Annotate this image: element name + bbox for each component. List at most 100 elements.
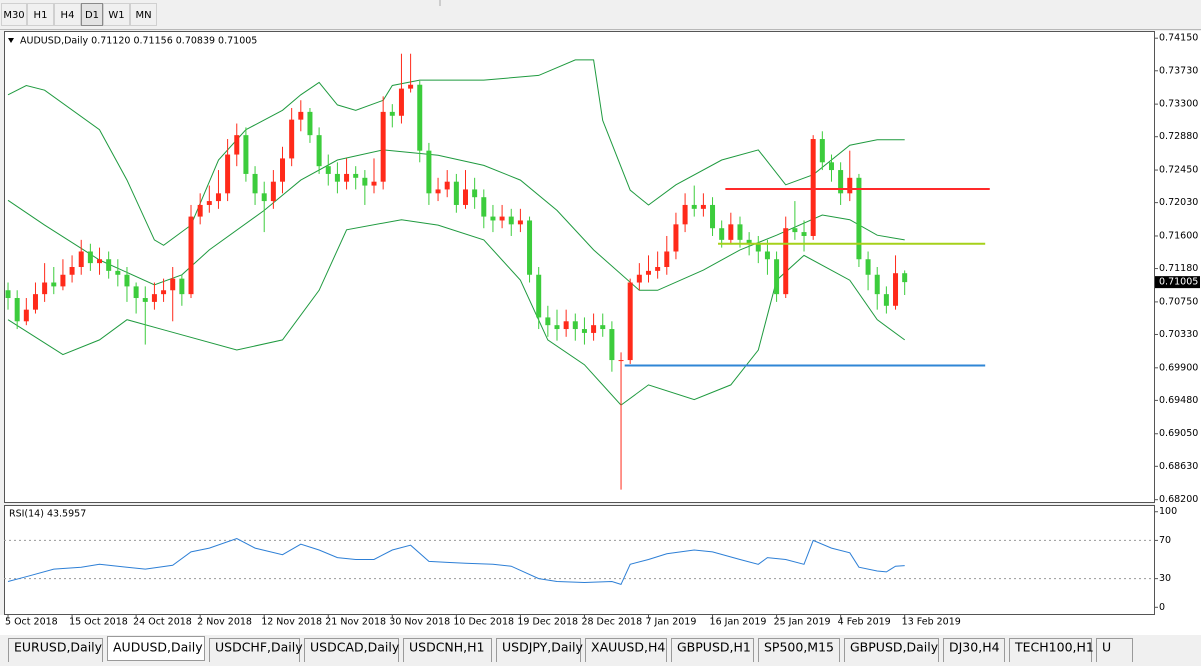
candle-body <box>161 290 167 295</box>
tab-label[interactable]: USDJPY,Daily <box>502 640 583 655</box>
y-tick-label: 0.74150 <box>1159 33 1198 44</box>
candle-body <box>142 298 148 302</box>
y-tick-label: 0.70750 <box>1159 296 1198 307</box>
x-tick-label: 10 Dec 2018 <box>453 617 514 628</box>
candle-body <box>261 193 267 202</box>
candle-body <box>883 294 889 306</box>
tab[interactable] <box>671 638 754 663</box>
tab-label[interactable]: SP500,M15 <box>764 640 834 655</box>
timeframe-button[interactable] <box>1 3 27 26</box>
tab-label[interactable]: DJ30,H4 <box>949 640 1000 655</box>
tab[interactable] <box>209 638 300 663</box>
x-tick-label: 12 Nov 2018 <box>261 617 322 628</box>
candle-body <box>270 181 276 202</box>
last-price-box <box>1155 276 1200 289</box>
indicator-title: RSI(14) 43.5957 <box>9 509 86 520</box>
tab[interactable] <box>943 638 1005 663</box>
x-tick-label: 7 Jan 2019 <box>645 617 696 628</box>
timeframe-button[interactable] <box>54 3 81 26</box>
price-panel <box>4 31 1155 503</box>
candle-body <box>133 286 139 299</box>
tab-label[interactable]: U <box>1102 640 1111 655</box>
candle-body <box>371 181 377 186</box>
candle-body <box>307 111 313 136</box>
tab-label[interactable]: AUDUSD,Daily <box>113 640 203 655</box>
tab-label[interactable]: XAUUSD,H4 <box>591 640 665 655</box>
candle-body <box>700 204 706 209</box>
candle-body <box>710 204 716 229</box>
y-tick-label: 0.73300 <box>1159 99 1198 110</box>
chart-title: AUDUSD,Daily 0.71120 0.71156 0.70839 0.7… <box>20 36 257 47</box>
candle-body <box>243 135 249 174</box>
tab[interactable] <box>758 638 840 663</box>
timeframe-label[interactable]: M30 <box>3 10 24 21</box>
tab[interactable] <box>844 638 939 663</box>
tab-label[interactable]: EURUSD,Daily <box>14 640 103 655</box>
candle-body <box>847 177 853 194</box>
tab-label[interactable]: GBPUSD,Daily <box>850 640 939 655</box>
tab[interactable] <box>8 638 103 663</box>
timeframe-button[interactable] <box>81 3 103 26</box>
candle-body <box>426 150 432 194</box>
tab[interactable] <box>1009 638 1092 663</box>
tab-label[interactable]: USDCHF,Daily <box>215 640 303 655</box>
y-tick-label: 70 <box>1159 535 1171 546</box>
candle-body <box>728 224 734 240</box>
candle-body <box>618 360 624 362</box>
tab-label[interactable]: TECH100,H1 <box>1014 640 1094 655</box>
y-tick-label: 0.71600 <box>1159 230 1198 241</box>
candle-body <box>417 84 423 151</box>
timeframe-label[interactable]: W1 <box>108 10 124 21</box>
candle-body <box>408 84 414 89</box>
y-tick-label: 0.69480 <box>1159 395 1198 406</box>
y-tick-label: 0.72450 <box>1159 165 1198 176</box>
candle-body <box>682 204 688 225</box>
tab-label[interactable]: USDCAD,Daily <box>310 640 400 655</box>
timeframe-button[interactable] <box>27 3 54 26</box>
candle-body <box>23 309 29 322</box>
tab-label[interactable]: USDCNH,H1 <box>409 640 485 655</box>
candle-body <box>609 329 615 361</box>
timeframe-label[interactable]: MN <box>135 10 151 21</box>
timeframe-button[interactable] <box>130 3 157 26</box>
bollinger-upper <box>7 59 905 246</box>
candle-body <box>627 282 633 361</box>
timeframe-label[interactable]: D1 <box>85 10 99 21</box>
timeframe-label[interactable]: H4 <box>61 10 75 21</box>
candle-body <box>545 317 551 326</box>
candle-body <box>170 278 176 291</box>
candle-body <box>362 177 368 186</box>
tab[interactable] <box>304 638 399 663</box>
x-tick-label: 25 Jan 2019 <box>774 617 831 628</box>
candle-body <box>87 251 93 264</box>
candle-body <box>819 139 825 163</box>
tab[interactable] <box>107 636 205 661</box>
candle-body <box>792 228 798 233</box>
candle-body <box>600 325 606 330</box>
x-tick-label: 5 Oct 2018 <box>5 617 58 628</box>
y-tick-label: 30 <box>1159 573 1171 584</box>
candle-body <box>856 177 862 260</box>
candle-body <box>664 251 670 267</box>
tab[interactable] <box>585 638 667 663</box>
candle-body <box>435 189 441 194</box>
candle-body <box>893 273 899 306</box>
candle-body <box>97 259 103 264</box>
candle-body <box>527 220 533 275</box>
timeframe-label[interactable]: H1 <box>34 10 48 21</box>
candle-body <box>334 173 340 182</box>
candle-body <box>572 321 578 330</box>
tab[interactable] <box>403 638 492 663</box>
x-tick-label: 13 Feb 2019 <box>902 617 961 628</box>
timeframe-button[interactable] <box>103 3 130 26</box>
candle-body <box>289 119 295 159</box>
time-scale <box>0 615 1201 635</box>
candle-body <box>755 243 761 252</box>
tab-bar: EURUSD,Daily AUDUSD,Daily USDCHF,Daily USDC… <box>0 635 1201 663</box>
candle-body <box>14 298 20 322</box>
toolbar <box>0 0 1201 30</box>
candle-body <box>645 270 651 275</box>
tab-label[interactable]: GBPUSD,H1 <box>677 640 751 655</box>
candle-body <box>828 162 834 171</box>
candle-body <box>179 278 185 295</box>
